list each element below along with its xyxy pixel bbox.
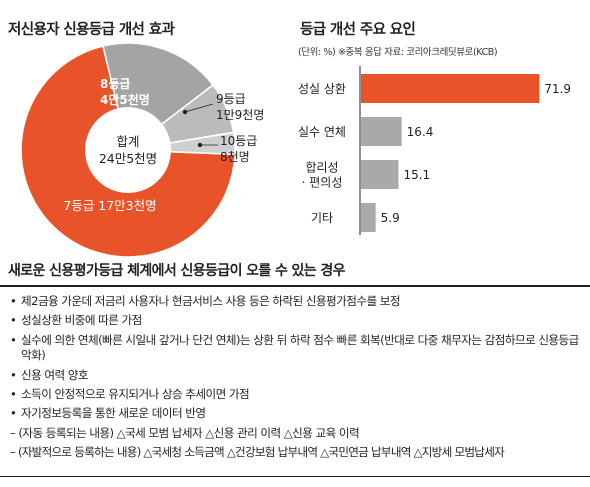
- list-subitem: – (자동 등록되는 내용) △국세 모범 납세자 △신용 관리 이력 △신용 …: [10, 425, 360, 440]
- pie-slice-label: 1만9천명: [216, 107, 264, 122]
- bar: [361, 203, 376, 232]
- pie-slice-label: 8천명: [220, 149, 250, 164]
- section-title: 새로운 신용평가등급 체계에서 신용등급이 오를 수 있는 경우: [8, 263, 346, 279]
- leader-line: [184, 103, 214, 113]
- list-item: 성실상환 비중에 따른 가점: [10, 313, 588, 329]
- bar-value-label: 71.9: [544, 82, 571, 96]
- bar-category-label: 합리성: [305, 161, 338, 175]
- list-item: 신용 여력 양호: [10, 368, 588, 384]
- bar-chart-unit-note: (단위: %) ※중복 응답 자료: 코리아크레딧뷰로(KCB): [298, 44, 498, 58]
- bar-category-label: 실수 연체: [298, 125, 346, 139]
- bar: [361, 74, 540, 103]
- list-item: 소득이 안정적으로 유지되거나 상승 추세이면 가점: [10, 387, 588, 403]
- bar-category-label: · 편의성: [302, 176, 343, 190]
- bar-category-label: 기타: [311, 211, 333, 225]
- pie-slice-label: 9등급: [216, 92, 246, 106]
- bar-chart-unit: (단위: %): [298, 47, 336, 58]
- pie-center-hole: [85, 107, 171, 193]
- section-rule-bottom: [0, 476, 590, 477]
- pie-slice-label: 7등급 17만3천명: [63, 198, 156, 213]
- list-item: 자기정보등록을 통한 새로운 데이터 반영: [10, 406, 588, 422]
- pie-chart-title: 저신용자 신용등급 개선 효과: [8, 22, 175, 38]
- section-rule-top: [0, 285, 590, 287]
- bar-chart: 71.9 성실 상환 16.4 실수 연체 15.1 합리성· 편의성 5.9 기타: [298, 66, 571, 235]
- bar: [361, 160, 399, 189]
- bar-value-label: 16.4: [407, 125, 434, 139]
- bar-value-label: 15.1: [403, 168, 430, 182]
- list-item: 실수에 의한 연체(빠른 시일내 갚거나 단건 연체)는 상환 뒤 하락 점수 …: [10, 333, 588, 364]
- pie-slice-label: 4만5천명: [100, 92, 150, 107]
- bar-value-label: 5.9: [381, 211, 400, 225]
- bar-category-label: 성실 상환: [298, 82, 346, 96]
- pie-slice-label: 8등급: [100, 77, 130, 91]
- bar: [361, 117, 402, 146]
- pie-center-value: 24만5천명: [99, 151, 157, 166]
- list-item: 제2금융 가운데 저금리 사용자나 현금서비스 사용 등은 하락된 신용평가점수…: [10, 294, 588, 310]
- bar-chart-source: ※중복 응답 자료: 코리아크레딧뷰로(KCB): [337, 47, 498, 58]
- pie-slice-label: 10등급: [220, 134, 257, 148]
- pie-center-label: 합계: [116, 134, 139, 149]
- list-subitem: – (자발적으로 등록하는 내용) △국세청 소득금액 △건강보험 납부내역 △…: [10, 445, 505, 460]
- bar-chart-title: 등급 개선 주요 요인: [300, 22, 416, 38]
- conditions-list: 제2금융 가운데 저금리 사용자나 현금서비스 사용 등은 하락된 신용평가점수…: [10, 294, 588, 465]
